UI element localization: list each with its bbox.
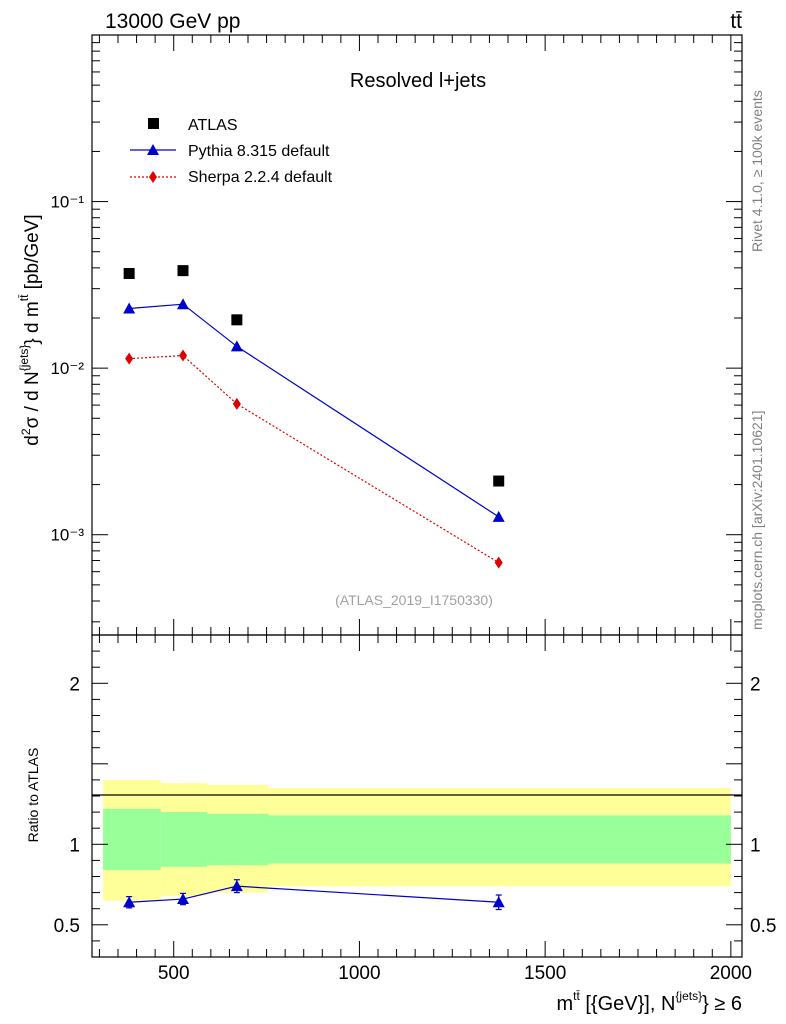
- ratio-ytick-label-left: 2: [69, 674, 80, 695]
- ratio-xtick-label: 1000: [338, 963, 380, 984]
- ratio-pythia-point: [177, 893, 189, 905]
- ratio-ytick-label-right: 0.5: [750, 916, 776, 937]
- ratio-band-inner: [103, 808, 161, 871]
- atlas-point: [493, 475, 505, 487]
- ratio-series-layer: [123, 879, 505, 911]
- ratio-ytick-label-left: 1: [69, 835, 80, 856]
- ratio-xtick-label: 2000: [710, 963, 752, 984]
- pythia-line: [129, 303, 500, 518]
- ratio-xtick-label: 500: [158, 963, 190, 984]
- pythia-point: [230, 340, 243, 352]
- legend-marker-pythia: [147, 144, 159, 155]
- ratio-xtick-label: 1500: [524, 963, 566, 984]
- sherpa-line: [129, 354, 500, 564]
- ratio-bands-layer: [103, 779, 731, 901]
- ratio-pythia-line: [129, 885, 499, 903]
- ratio-pythia-point: [230, 880, 243, 892]
- legend-marker-sherpa: [149, 171, 157, 183]
- legend-marker-atlas: [148, 118, 159, 129]
- pythia-point: [123, 302, 136, 314]
- ratio-band-inner: [268, 815, 731, 864]
- atlas-point: [123, 267, 135, 279]
- sherpa-point: [494, 556, 503, 569]
- ratio-ytick-label-right: 2: [750, 674, 761, 695]
- main-ytick-label: 10⁻³: [50, 526, 84, 545]
- legend-label-atlas: ATLAS: [188, 117, 238, 134]
- watermark-label: (ATLAS_2019_I1750330): [335, 592, 493, 608]
- ratio-band-inner: [207, 813, 269, 866]
- ratio-ylabel: Ratio to ATLAS: [25, 748, 41, 843]
- pythia-point: [177, 298, 189, 310]
- ratio-axis-ticks: 0.5 0.5 1 1 2 2 500 1000 1500 2000: [54, 634, 776, 984]
- process-label: tt̄: [730, 10, 742, 33]
- legend-label-sherpa: Sherpa 2.2.4 default: [188, 169, 333, 186]
- main-ytick-label: 10⁻²: [50, 359, 84, 378]
- ratio-ytick-label-left: 0.5: [54, 916, 80, 937]
- ratio-xlabel: mtt̄ [{GeV}], N{jets}} ≥ 6: [556, 989, 742, 1015]
- sherpa-point: [125, 352, 134, 365]
- ratio-band-inner: [160, 812, 208, 867]
- main-axis-ticks: 10⁻¹ 10⁻² 10⁻³: [50, 34, 742, 635]
- energy-label: 13000 GeV pp: [105, 10, 240, 33]
- ratio-pythia-point: [123, 896, 136, 908]
- pythia-point: [492, 510, 505, 522]
- main-ylabel: d2σ / d N{jets}} d mtt̄ [pb/GeV]: [17, 214, 43, 445]
- main-series-layer: [123, 265, 505, 569]
- main-title: Resolved l+jets: [350, 70, 486, 92]
- ratio-ytick-label-right: 1: [750, 835, 761, 856]
- ratio-pythia-point: [492, 896, 505, 908]
- main-ytick-label: 10⁻¹: [50, 193, 84, 212]
- atlas-point: [177, 265, 189, 277]
- legend: ATLAS Pythia 8.315 default Sherpa 2.2.4 …: [130, 117, 333, 186]
- legend-label-pythia: Pythia 8.315 default: [188, 143, 330, 160]
- rivet-label: Rivet 4.1.0, ≥ 100k events: [749, 90, 765, 252]
- mcplots-label: mcplots.cern.ch [arXiv:2401.10621]: [749, 411, 765, 630]
- sherpa-point: [232, 397, 241, 410]
- atlas-point: [231, 314, 243, 326]
- sherpa-point: [179, 349, 187, 362]
